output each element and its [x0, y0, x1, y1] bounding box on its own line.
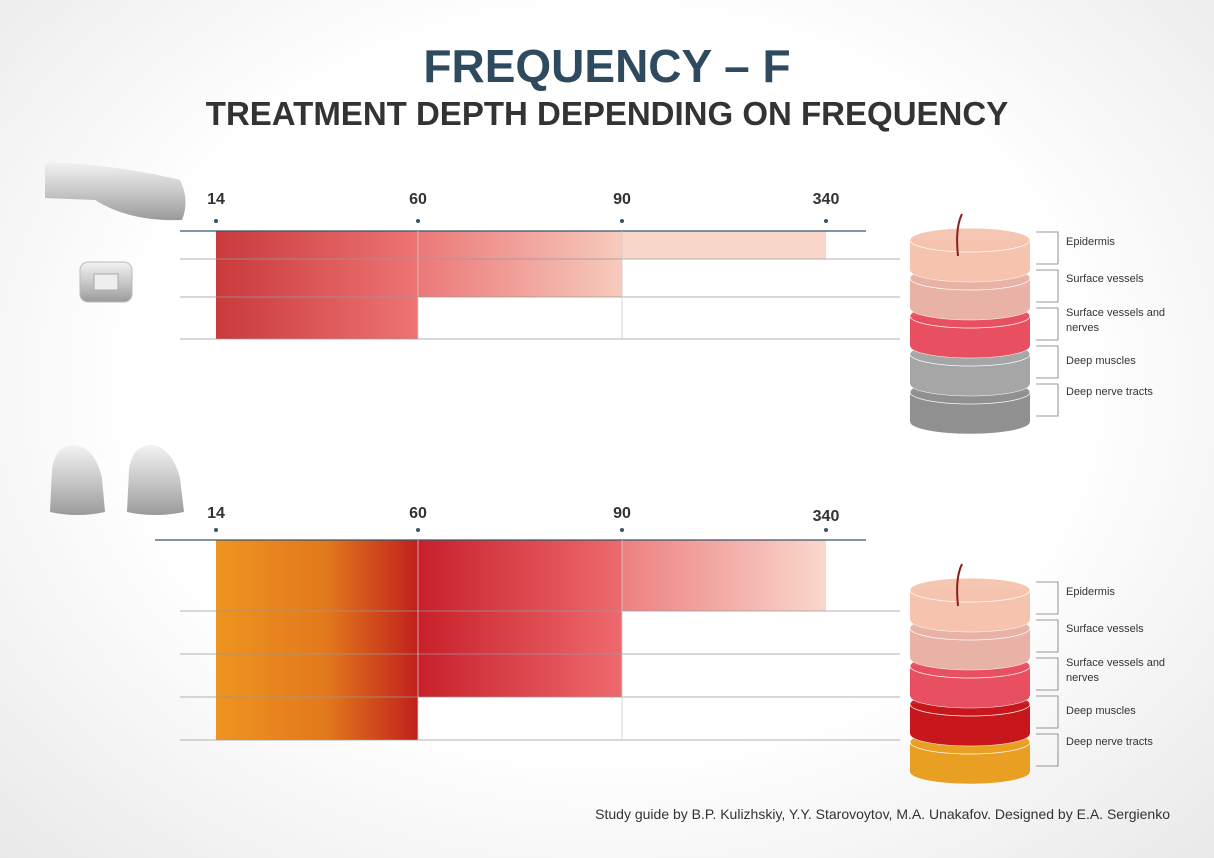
frequency-label: 90: [613, 505, 631, 522]
frequency-label: 340: [813, 508, 840, 525]
device-window: [93, 273, 119, 291]
layer-label: Surface vessels: [1066, 623, 1144, 635]
frequency-dot: [214, 528, 218, 532]
frequency-label: 14: [207, 191, 225, 208]
layer-label: Surface vessels: [1066, 273, 1144, 285]
layer-label: Deep muscles: [1066, 705, 1136, 717]
depth-bar: [418, 259, 622, 297]
title: FREQUENCY – F: [423, 40, 790, 92]
bracket: [1036, 307, 1059, 341]
frequency-dot: [824, 528, 828, 532]
subtitle: TREATMENT DEPTH DEPENDING ON FREQUENCY: [206, 95, 1008, 132]
bracket: [1036, 657, 1059, 691]
bracket: [1036, 581, 1059, 615]
frequency-label: 60: [409, 191, 427, 208]
bracket: [1036, 619, 1059, 653]
depth-bar: [216, 259, 418, 297]
depth-bar: [622, 540, 826, 611]
depth-bar: [622, 231, 826, 259]
bracket: [1036, 231, 1059, 265]
depth-bar: [418, 611, 622, 654]
bracket: [1036, 269, 1059, 303]
depth-bar: [216, 540, 418, 611]
frequency-dot: [416, 219, 420, 223]
layer-label: Epidermis: [1066, 236, 1115, 248]
layer-label: Deep nerve tracts: [1066, 386, 1153, 398]
layer-top: [909, 577, 1031, 603]
depth-bar: [418, 540, 622, 611]
bracket: [1036, 383, 1059, 417]
frequency-label: 90: [613, 191, 631, 208]
frequency-label: 340: [813, 191, 840, 208]
layer-label: Epidermis: [1066, 586, 1115, 598]
layer-label: Deep muscles: [1066, 355, 1136, 367]
frequency-dot: [416, 528, 420, 532]
hair: [956, 563, 963, 607]
depth-bar: [216, 231, 418, 259]
depth-bar: [418, 231, 622, 259]
depth-bar: [216, 611, 418, 654]
layer-label: Deep nerve tracts: [1066, 736, 1153, 748]
depth-bar: [216, 297, 418, 339]
bracket: [1036, 345, 1059, 379]
depth-bar: [216, 697, 418, 740]
layer-label: Surface vessels and nerves: [1066, 657, 1166, 684]
frequency-label: 60: [409, 505, 427, 522]
frequency-dot: [620, 528, 624, 532]
depth-bar: [216, 654, 418, 697]
layer-top: [909, 227, 1031, 253]
bracket: [1036, 733, 1059, 767]
frequency-dot: [214, 219, 218, 223]
credit: Study guide by B.P. Kulizhskiy, Y.Y. Sta…: [595, 806, 1170, 822]
device-nozzle: [50, 445, 105, 515]
frequency-dot: [824, 219, 828, 223]
device-handle: [45, 162, 186, 221]
frequency-dot: [620, 219, 624, 223]
hair: [956, 213, 963, 257]
bracket: [1036, 695, 1059, 729]
layer-label: Surface vessels and nerves: [1066, 307, 1166, 334]
frequency-label: 14: [207, 505, 225, 522]
depth-bar: [418, 654, 622, 697]
device-nozzle: [127, 445, 184, 515]
